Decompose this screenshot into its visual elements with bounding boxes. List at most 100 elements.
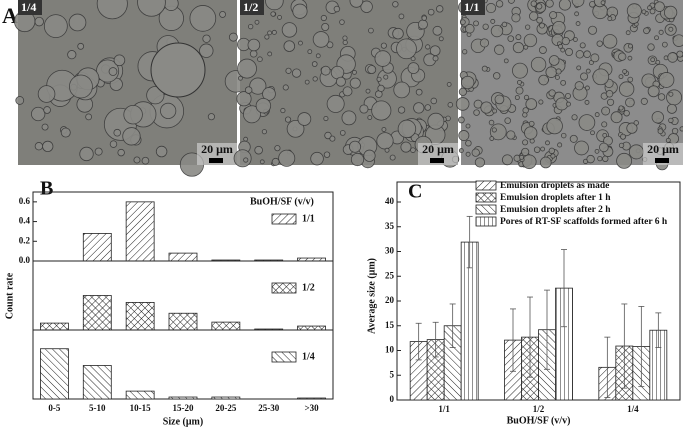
y-tick-label: 0.6 — [19, 196, 31, 206]
droplet — [666, 103, 677, 114]
droplet — [492, 108, 498, 114]
scale-bar-bg — [643, 143, 683, 165]
droplet — [42, 140, 54, 153]
bar — [211, 321, 241, 331]
droplet — [368, 27, 374, 34]
droplet — [554, 75, 560, 80]
bar — [211, 396, 241, 400]
droplet — [494, 44, 505, 55]
droplet — [610, 111, 623, 124]
droplet — [243, 157, 249, 163]
droplet — [281, 22, 298, 38]
bar — [82, 365, 112, 400]
droplet — [265, 0, 284, 11]
droplet — [536, 3, 543, 10]
droplet — [392, 1, 399, 8]
bar — [82, 232, 112, 262]
droplet — [96, 0, 128, 20]
droplet — [625, 30, 631, 36]
droplet — [657, 128, 664, 135]
droplet — [597, 155, 603, 162]
droplet — [237, 58, 257, 79]
droplet — [396, 38, 417, 60]
droplet — [312, 76, 318, 82]
droplet — [493, 72, 501, 80]
image-label: 1/4 — [21, 0, 36, 14]
x-tick-label: 10-15 — [130, 403, 151, 413]
droplet — [60, 127, 71, 138]
droplet — [31, 106, 46, 122]
droplet — [654, 1, 665, 12]
droplet — [271, 157, 280, 166]
droplet — [565, 101, 571, 107]
droplet — [465, 123, 471, 129]
droplet — [400, 141, 412, 153]
droplet — [516, 79, 522, 85]
droplet — [620, 133, 627, 140]
scale-bar-label: 20 μm — [647, 142, 679, 156]
droplet — [560, 79, 567, 86]
droplet — [436, 5, 444, 13]
droplet — [109, 140, 118, 148]
x-tick-label: 20-25 — [215, 403, 236, 413]
droplet — [578, 114, 596, 131]
y-tick-label: 30 — [385, 246, 395, 256]
droplet — [389, 154, 396, 161]
droplet — [606, 98, 615, 106]
droplet — [647, 85, 660, 98]
droplet — [247, 23, 254, 30]
droplet — [618, 142, 625, 149]
droplet — [574, 11, 580, 17]
bar — [82, 295, 112, 331]
droplet — [588, 25, 598, 35]
droplet — [160, 102, 177, 119]
droplet — [515, 34, 522, 41]
droplet — [647, 5, 653, 11]
droplet — [278, 149, 296, 167]
droplet — [155, 145, 168, 158]
droplet — [482, 23, 489, 30]
droplet — [349, 77, 361, 89]
droplet — [501, 21, 508, 28]
droplet — [538, 46, 547, 55]
droplet — [247, 38, 261, 52]
droplet — [626, 122, 638, 134]
droplet — [651, 111, 664, 124]
droplet — [122, 127, 141, 146]
droplet — [479, 38, 490, 48]
droplet — [558, 43, 563, 49]
droplet — [298, 40, 303, 46]
legend-swatch — [271, 351, 297, 363]
droplet — [668, 91, 674, 97]
droplet — [397, 119, 417, 139]
label-bg — [461, 0, 485, 15]
y-tick-label: 25 — [385, 270, 395, 280]
droplet — [384, 147, 390, 153]
droplet — [137, 0, 166, 17]
droplet — [489, 136, 495, 141]
droplet — [460, 75, 475, 90]
droplet — [519, 154, 525, 160]
y-axis-label: Average size (μm) — [366, 258, 377, 334]
droplet — [521, 147, 530, 156]
droplet — [647, 43, 655, 51]
droplet — [558, 0, 572, 11]
droplet — [667, 52, 678, 63]
droplet — [530, 56, 547, 73]
droplet — [432, 55, 439, 62]
droplet — [668, 26, 674, 32]
scale-bar-label: 20 μm — [422, 142, 454, 156]
droplet — [560, 132, 567, 139]
droplet — [564, 92, 571, 99]
droplet — [586, 154, 595, 164]
droplet — [571, 114, 578, 121]
droplet — [571, 0, 585, 7]
y-axis-label: Count rate — [4, 272, 15, 319]
droplet — [602, 155, 609, 163]
bar — [125, 201, 155, 262]
droplet — [349, 0, 364, 8]
x-tick-label: 25-30 — [258, 403, 279, 413]
droplet — [202, 34, 211, 43]
droplet — [657, 93, 666, 101]
